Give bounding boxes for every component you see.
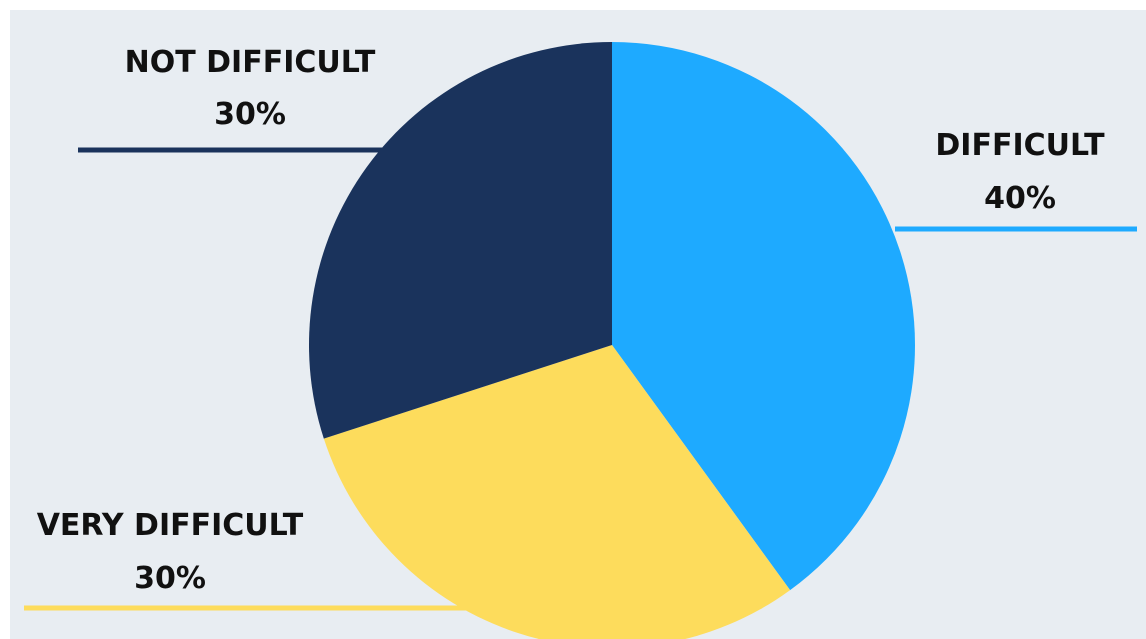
slice-label-not-difficult: NOT DIFFICULT xyxy=(125,45,376,80)
slice-label-difficult: DIFFICULT xyxy=(935,128,1105,163)
pie-slices xyxy=(309,42,915,639)
slice-value-difficult: 40% xyxy=(984,181,1056,216)
slice-value-very-difficult: 30% xyxy=(134,561,206,596)
slice-not-difficult xyxy=(309,42,612,439)
leader-lines xyxy=(24,147,1137,611)
slice-difficult xyxy=(612,42,915,591)
slice-labels: DIFFICULT 40% VERY DIFFICULT 30% NOT DIFFICU… xyxy=(37,45,1105,596)
slice-label-very-difficult: VERY DIFFICULT xyxy=(37,508,304,543)
slice-value-not-difficult: 30% xyxy=(214,97,286,132)
slice-very-difficult xyxy=(323,345,791,639)
